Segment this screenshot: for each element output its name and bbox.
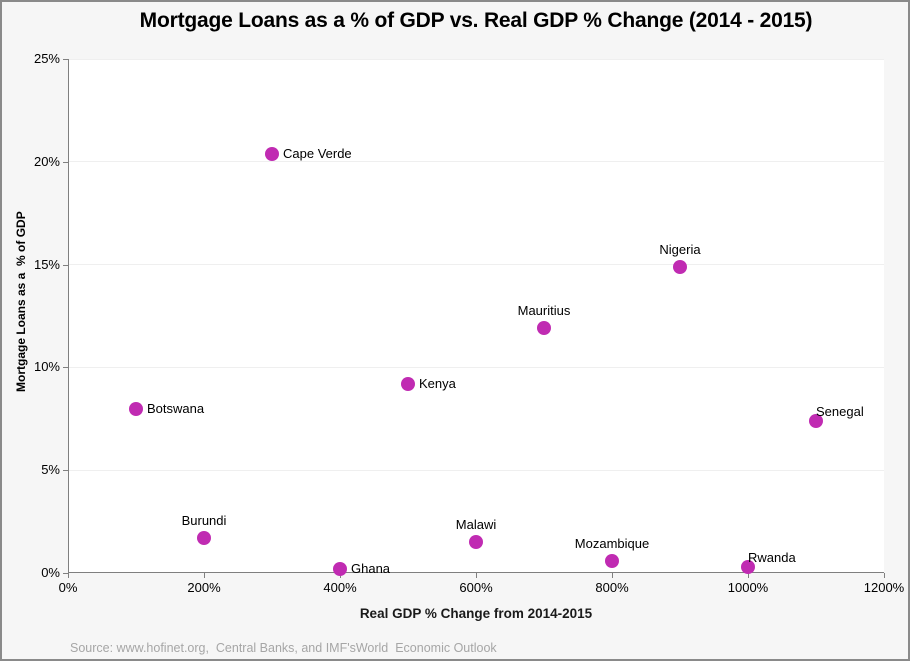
x-tick bbox=[68, 573, 69, 578]
x-tick-label: 200% bbox=[187, 580, 221, 595]
data-point-label: Cape Verde bbox=[283, 145, 352, 161]
x-tick bbox=[612, 573, 613, 578]
y-tick bbox=[63, 162, 68, 163]
x-tick bbox=[748, 573, 749, 578]
data-point-label: Senegal bbox=[816, 403, 864, 419]
h-gridline bbox=[68, 264, 884, 266]
y-tick bbox=[63, 59, 68, 60]
data-point-mauritius bbox=[537, 321, 551, 336]
y-tick-label: 25% bbox=[33, 51, 60, 66]
y-tick bbox=[63, 573, 68, 574]
data-point-ghana bbox=[333, 561, 347, 576]
x-axis-line bbox=[68, 572, 884, 573]
h-gridline bbox=[68, 58, 884, 60]
data-point-label: Nigeria bbox=[659, 241, 701, 257]
data-point-senegal bbox=[809, 413, 823, 428]
y-tick-label: 20% bbox=[33, 153, 60, 169]
x-tick bbox=[476, 573, 477, 578]
x-tick-label: 0% bbox=[58, 580, 78, 595]
y-tick bbox=[63, 470, 68, 471]
data-point-malawi bbox=[469, 535, 483, 550]
h-gridline bbox=[68, 366, 884, 368]
data-point-burundi bbox=[197, 531, 211, 546]
x-tick-label: 600% bbox=[459, 580, 493, 595]
y-tick-label: 5% bbox=[41, 462, 60, 478]
plot-area: 0% 200% 400% 600% 800% 1000% 1200% 0% 5% 10% 15% 20… bbox=[34, 51, 904, 595]
y-axis-line bbox=[68, 59, 69, 574]
data-point-label: Malawi bbox=[455, 517, 497, 533]
data-point-label: Ghana bbox=[351, 560, 391, 576]
x-tick-label: 1000% bbox=[727, 580, 769, 595]
source-note: Source: www.hofinet.org, Central Banks, … bbox=[70, 641, 497, 655]
x-tick bbox=[204, 573, 205, 578]
data-point-nigeria bbox=[673, 259, 687, 274]
data-point-mozambique bbox=[605, 553, 619, 568]
y-tick bbox=[63, 367, 68, 368]
x-tick bbox=[884, 573, 885, 578]
x-axis-title: Real GDP % Change from 2014-2015 bbox=[359, 606, 593, 621]
h-gridline bbox=[68, 161, 884, 163]
y-tick-label: 10% bbox=[33, 359, 60, 375]
data-point-label: Botswana bbox=[147, 400, 205, 416]
data-point-label: Burundi bbox=[181, 513, 227, 529]
x-tick-label: 1200% bbox=[863, 580, 905, 595]
data-point-kenya bbox=[401, 376, 415, 391]
y-tick bbox=[63, 265, 68, 266]
data-point-label: Mauritius bbox=[517, 303, 571, 319]
data-point-rwanda bbox=[741, 559, 755, 574]
x-tick-label: 800% bbox=[595, 580, 629, 595]
data-point-label: Kenya bbox=[419, 375, 456, 391]
data-point-label: Mozambique bbox=[574, 535, 650, 551]
data-point-botswana bbox=[129, 401, 143, 416]
y-tick-label: 0% bbox=[41, 565, 60, 580]
x-tick-label: 400% bbox=[323, 580, 357, 595]
y-tick-label: 15% bbox=[33, 256, 60, 272]
chart-title: Mortgage Loans as a % of GDP vs. Real GD… bbox=[139, 9, 813, 32]
data-point-cape-verde bbox=[265, 146, 279, 161]
data-point-label: Rwanda bbox=[748, 549, 796, 565]
h-gridline bbox=[68, 469, 884, 471]
